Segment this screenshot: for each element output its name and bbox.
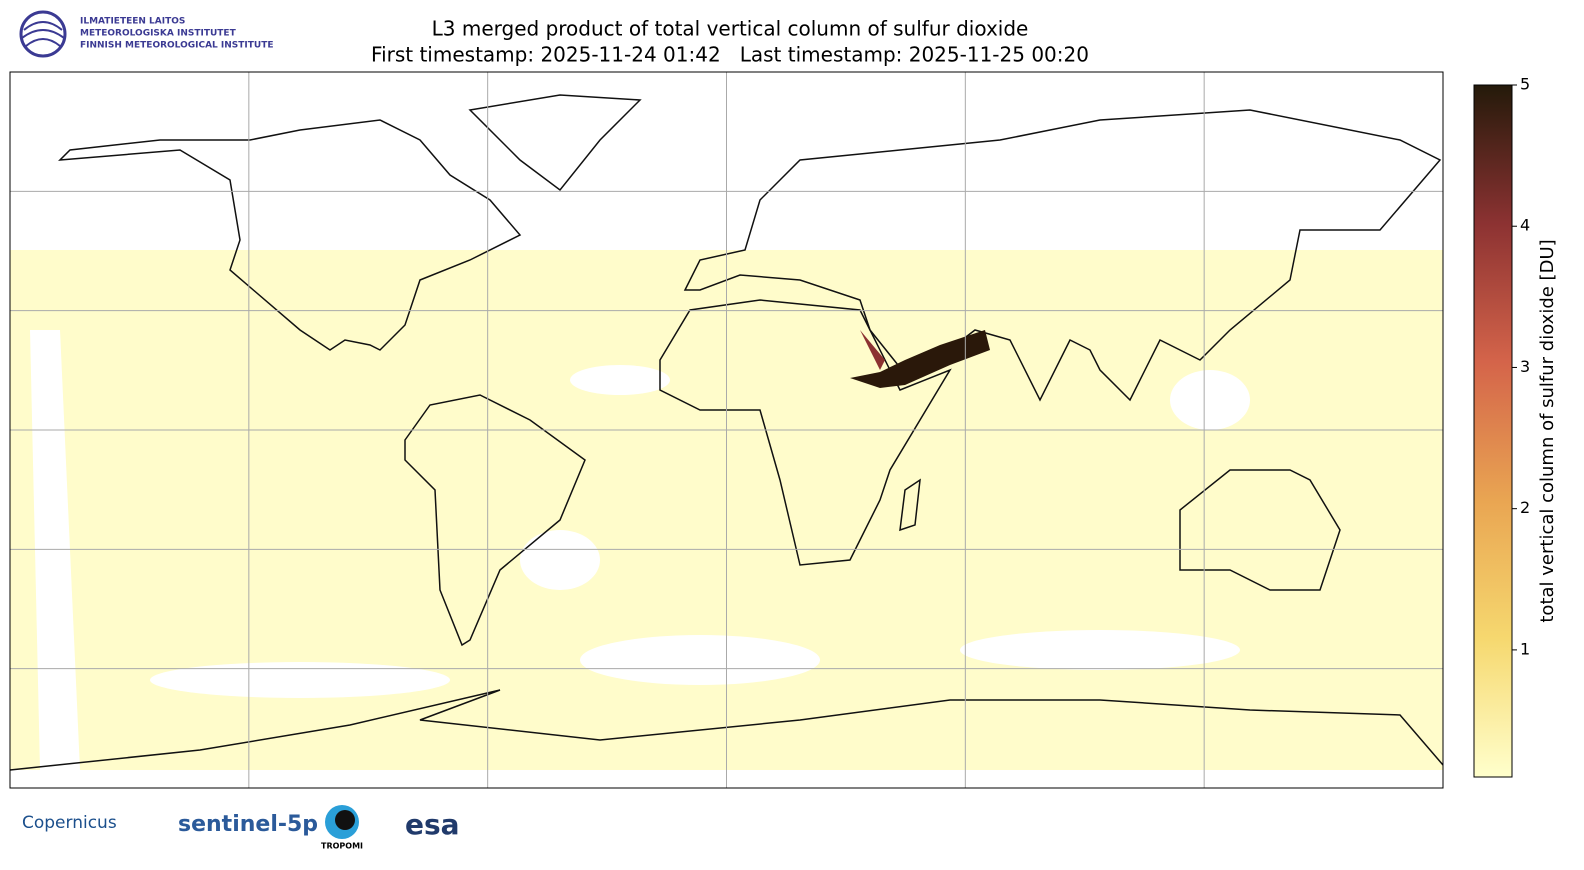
map-frame (9, 71, 1444, 789)
coastlines (9, 94, 1444, 771)
data-gaps (30, 330, 1250, 770)
colorbar-tick-label: 2 (1520, 498, 1530, 517)
map (9, 72, 1444, 788)
colorbar (1473, 84, 1513, 778)
title: L3 merged product of total vertical colu… (432, 17, 1029, 41)
logo-text: sentinel-5p (178, 812, 318, 837)
logo-line: METEOROLOGISKA INSTITUTET (80, 29, 237, 39)
logo-text: Copernicus (22, 813, 117, 833)
colorbar-tick-label: 5 (1520, 75, 1530, 94)
fmi-logo: ILMATIETEEN LAITOS METEOROLOGISKA INSTIT… (19, 10, 274, 58)
colorbar-tick-label: 1 (1520, 639, 1530, 658)
so2-plume (860, 330, 885, 370)
colorbar-tick-label: 3 (1520, 357, 1530, 376)
logo-text: TROPOMI (321, 842, 363, 851)
logo-line: FINNISH METEOROLOGICAL INSTITUTE (80, 41, 274, 51)
colorbar-label: total vertical column of sulfur dioxide … (1537, 239, 1558, 622)
footer-logos: Copernicus sentinel-5p TROPOMI esa (22, 805, 460, 851)
logo-text: esa (405, 808, 460, 841)
logo-line: ILMATIETEEN LAITOS (80, 17, 185, 27)
subtitle: First timestamp: 2025-11-24 01:42 Last t… (371, 43, 1089, 67)
so2-plume (850, 330, 990, 388)
tropomi-icon (335, 810, 355, 830)
colorbar-tick-label: 4 (1520, 216, 1530, 235)
